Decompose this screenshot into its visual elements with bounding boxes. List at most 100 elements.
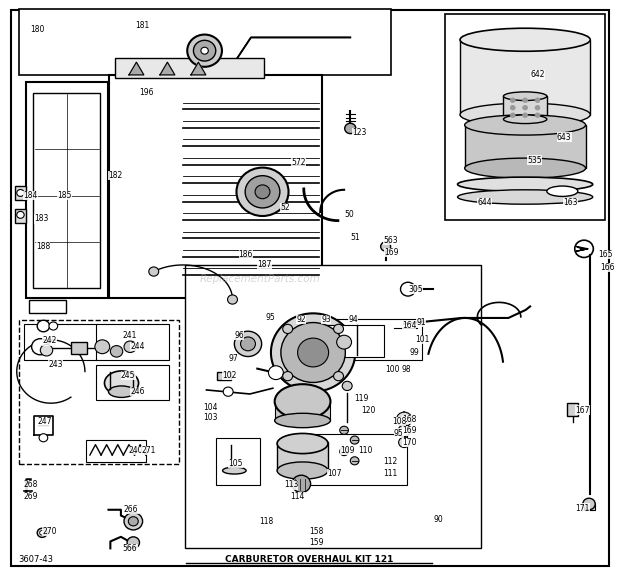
Circle shape — [523, 98, 528, 103]
Text: 90: 90 — [434, 515, 444, 524]
Ellipse shape — [460, 103, 590, 126]
Circle shape — [39, 434, 48, 442]
Circle shape — [510, 98, 515, 103]
Ellipse shape — [465, 158, 585, 179]
Text: 104: 104 — [203, 403, 218, 412]
Circle shape — [40, 530, 45, 535]
Bar — [465, 125, 585, 168]
Text: 188: 188 — [36, 242, 50, 251]
Polygon shape — [129, 62, 144, 75]
Circle shape — [187, 35, 222, 67]
Text: 184: 184 — [24, 191, 38, 200]
Text: 186: 186 — [239, 250, 253, 259]
Text: 103: 103 — [203, 413, 218, 422]
Circle shape — [334, 324, 343, 334]
Bar — [217, 372, 231, 380]
Bar — [309, 319, 422, 360]
Ellipse shape — [275, 384, 330, 419]
Circle shape — [397, 412, 412, 426]
Text: 99: 99 — [409, 348, 419, 357]
Circle shape — [283, 324, 293, 334]
Text: ReplacementParts.com: ReplacementParts.com — [200, 274, 321, 285]
Text: 95: 95 — [265, 313, 275, 323]
Bar — [71, 342, 87, 354]
Text: 182: 182 — [108, 171, 123, 180]
Text: 118: 118 — [259, 517, 273, 526]
Bar — [445, 14, 605, 220]
Text: 244: 244 — [130, 342, 144, 351]
Text: 170: 170 — [402, 438, 416, 447]
Bar — [216, 438, 260, 485]
Text: 572: 572 — [291, 158, 306, 167]
Ellipse shape — [108, 386, 135, 397]
Bar — [584, 503, 595, 510]
Bar — [15, 209, 26, 223]
Circle shape — [398, 425, 410, 437]
Ellipse shape — [277, 462, 328, 479]
Text: 105: 105 — [228, 459, 242, 468]
Text: 108: 108 — [392, 417, 406, 426]
Bar — [567, 403, 578, 416]
Text: 101: 101 — [415, 335, 430, 344]
Circle shape — [283, 372, 293, 381]
Text: 100: 100 — [386, 365, 400, 374]
Circle shape — [236, 168, 288, 216]
Text: 159: 159 — [309, 538, 323, 547]
Text: 51: 51 — [350, 233, 360, 242]
Bar — [15, 186, 26, 200]
Text: 169: 169 — [384, 248, 399, 257]
Circle shape — [228, 295, 237, 304]
Bar — [33, 93, 100, 288]
Text: 93: 93 — [321, 315, 331, 324]
Circle shape — [337, 335, 352, 349]
Circle shape — [510, 113, 515, 118]
Bar — [460, 40, 590, 115]
Ellipse shape — [223, 467, 246, 474]
Text: 181: 181 — [135, 21, 149, 31]
Bar — [19, 320, 179, 464]
Circle shape — [350, 436, 359, 444]
Text: 52: 52 — [280, 203, 290, 212]
Text: 266: 266 — [124, 505, 138, 514]
Text: 163: 163 — [563, 198, 577, 207]
Text: 168: 168 — [402, 415, 416, 424]
Circle shape — [340, 448, 348, 456]
Circle shape — [334, 372, 343, 381]
Ellipse shape — [503, 115, 547, 124]
Text: 245: 245 — [121, 371, 135, 380]
Circle shape — [535, 98, 540, 103]
Text: 92: 92 — [296, 315, 306, 324]
Circle shape — [381, 242, 391, 251]
Ellipse shape — [277, 433, 328, 454]
Text: 563: 563 — [383, 236, 398, 245]
Circle shape — [201, 47, 208, 54]
Circle shape — [234, 331, 262, 357]
Text: 166: 166 — [600, 263, 614, 272]
Text: 113: 113 — [284, 480, 298, 490]
Circle shape — [510, 105, 515, 110]
Ellipse shape — [104, 371, 139, 395]
Circle shape — [193, 40, 216, 61]
Text: 97: 97 — [228, 354, 238, 363]
Circle shape — [49, 322, 58, 330]
Text: 167: 167 — [575, 406, 590, 415]
Circle shape — [255, 185, 270, 199]
Circle shape — [523, 113, 528, 118]
Text: 247: 247 — [37, 417, 51, 426]
Text: 180: 180 — [30, 25, 44, 35]
Text: 3607-43: 3607-43 — [19, 555, 53, 564]
Text: 95: 95 — [394, 429, 404, 438]
Bar — [108, 75, 322, 298]
Circle shape — [37, 528, 47, 537]
Circle shape — [340, 426, 348, 434]
Ellipse shape — [547, 186, 578, 196]
Text: 240: 240 — [129, 446, 143, 455]
Circle shape — [32, 339, 49, 355]
Circle shape — [124, 341, 136, 353]
Circle shape — [345, 123, 356, 134]
Text: 98: 98 — [402, 365, 412, 374]
Circle shape — [223, 387, 233, 396]
Polygon shape — [191, 62, 206, 75]
Text: 243: 243 — [48, 359, 63, 369]
Bar — [503, 96, 547, 119]
